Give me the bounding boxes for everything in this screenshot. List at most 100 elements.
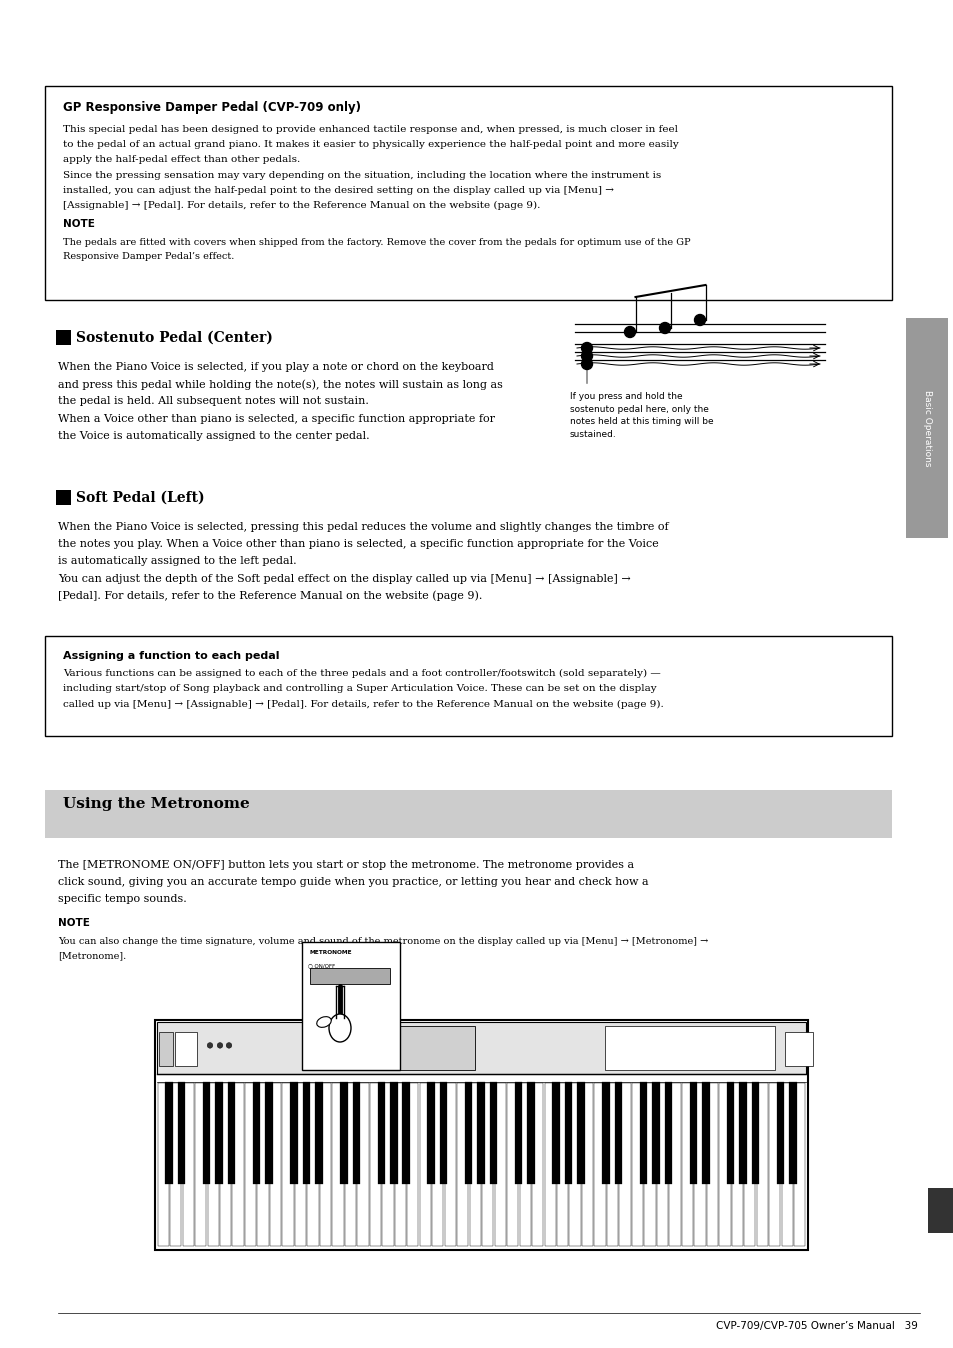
Bar xyxy=(290,1082,297,1184)
Text: If you press and hold the: If you press and hold the xyxy=(569,392,682,400)
Text: Soft Pedal (Left): Soft Pedal (Left) xyxy=(76,491,204,506)
Bar xyxy=(157,1082,169,1246)
Bar xyxy=(639,1082,646,1184)
Bar xyxy=(182,1082,193,1246)
Bar xyxy=(768,1082,780,1246)
Bar xyxy=(507,1082,517,1246)
Bar xyxy=(45,790,891,838)
Text: notes held at this timing will be: notes held at this timing will be xyxy=(569,417,713,426)
Bar xyxy=(257,1082,269,1246)
Bar xyxy=(464,1082,472,1184)
Ellipse shape xyxy=(316,1016,331,1027)
Text: Sostenuto Pedal (Center): Sostenuto Pedal (Center) xyxy=(76,332,273,345)
Bar xyxy=(743,1082,755,1246)
Bar xyxy=(353,1082,359,1184)
Text: sostenuto pedal here, only the: sostenuto pedal here, only the xyxy=(569,404,708,414)
Bar xyxy=(319,1082,331,1246)
Bar xyxy=(739,1082,746,1184)
Bar xyxy=(664,1082,671,1184)
Bar xyxy=(432,1082,443,1246)
Bar xyxy=(370,1082,380,1246)
Circle shape xyxy=(694,314,705,325)
Bar xyxy=(339,1082,347,1184)
Text: the Voice is automatically assigned to the center pedal.: the Voice is automatically assigned to t… xyxy=(58,431,369,441)
Bar xyxy=(159,1033,172,1066)
Bar xyxy=(494,1082,505,1246)
Circle shape xyxy=(581,359,592,369)
Bar xyxy=(194,1082,206,1246)
Bar xyxy=(307,1082,318,1246)
Text: You can also change the time signature, volume and sound of the metronome on the: You can also change the time signature, … xyxy=(58,937,707,946)
Bar xyxy=(154,1020,807,1250)
Bar xyxy=(489,1082,497,1184)
Bar xyxy=(377,1082,385,1184)
Bar xyxy=(701,1082,709,1184)
Text: including start/stop of Song playback and controlling a Super Articulation Voice: including start/stop of Song playback an… xyxy=(63,685,656,693)
Circle shape xyxy=(207,1042,213,1049)
Text: This special pedal has been designed to provide enhanced tactile response and, w: This special pedal has been designed to … xyxy=(63,125,678,133)
Bar xyxy=(681,1082,692,1246)
Bar xyxy=(788,1082,796,1184)
Circle shape xyxy=(581,342,592,353)
Bar xyxy=(552,1082,559,1184)
Bar xyxy=(601,1082,609,1184)
Bar xyxy=(215,1082,223,1184)
Bar xyxy=(604,1026,774,1070)
Bar xyxy=(294,1082,306,1246)
Bar xyxy=(45,86,891,301)
Circle shape xyxy=(659,322,670,333)
Bar xyxy=(332,1082,343,1246)
Bar xyxy=(476,1082,484,1184)
Bar xyxy=(726,1082,734,1184)
Bar xyxy=(302,1082,310,1184)
Text: [Pedal]. For details, refer to the Reference Manual on the website (page 9).: [Pedal]. For details, refer to the Refer… xyxy=(58,590,482,601)
Bar xyxy=(203,1082,210,1184)
Bar xyxy=(419,1082,431,1246)
Bar xyxy=(781,1082,792,1246)
Text: When the Piano Voice is selected, if you play a note or chord on the keyboard: When the Piano Voice is selected, if you… xyxy=(58,363,494,372)
Bar xyxy=(532,1082,543,1246)
Bar xyxy=(165,1082,172,1184)
Bar xyxy=(395,1082,406,1246)
Text: Assigning a function to each pedal: Assigning a function to each pedal xyxy=(63,651,279,661)
Bar xyxy=(657,1082,667,1246)
Text: Using the Metronome: Using the Metronome xyxy=(63,797,250,811)
Bar xyxy=(564,1082,572,1184)
Bar xyxy=(314,1082,322,1184)
Bar xyxy=(265,1082,273,1184)
Bar xyxy=(402,1082,410,1184)
Text: [Assignable] → [Pedal]. For details, refer to the Reference Manual on the websit: [Assignable] → [Pedal]. For details, ref… xyxy=(63,201,539,210)
Bar xyxy=(208,1082,218,1246)
Bar xyxy=(310,968,390,984)
Text: The [METRONOME ON/OFF] button lets you start or stop the metronome. The metronom: The [METRONOME ON/OFF] button lets you s… xyxy=(58,860,634,869)
Bar xyxy=(784,1033,812,1066)
Bar xyxy=(233,1082,244,1246)
Bar xyxy=(282,1082,294,1246)
Text: click sound, giving you an accurate tempo guide when you practice, or letting yo: click sound, giving you an accurate temp… xyxy=(58,878,648,887)
Bar xyxy=(793,1082,804,1246)
Text: called up via [Menu] → [Assignable] → [Pedal]. For details, refer to the Referen: called up via [Menu] → [Assignable] → [P… xyxy=(63,700,663,709)
Text: You can adjust the depth of the Soft pedal effect on the display called up via [: You can adjust the depth of the Soft ped… xyxy=(58,574,630,584)
Text: installed, you can adjust the half-pedal point to the desired setting on the dis: installed, you can adjust the half-pedal… xyxy=(63,186,614,195)
Bar xyxy=(643,1082,655,1246)
Circle shape xyxy=(624,326,635,337)
Bar xyxy=(220,1082,231,1246)
Bar xyxy=(469,1082,480,1246)
Bar xyxy=(614,1082,621,1184)
Bar xyxy=(45,636,891,736)
Bar xyxy=(652,1082,659,1184)
Bar xyxy=(357,1082,368,1246)
Bar xyxy=(407,1082,418,1246)
Bar xyxy=(618,1082,630,1246)
Text: Various functions can be assigned to each of the three pedals and a foot control: Various functions can be assigned to eac… xyxy=(63,669,660,678)
Text: sustained.: sustained. xyxy=(569,430,616,438)
Bar xyxy=(456,1082,468,1246)
Bar xyxy=(375,1026,475,1070)
Bar xyxy=(515,1082,521,1184)
Text: Since the pressing sensation may vary depending on the situation, including the : Since the pressing sensation may vary de… xyxy=(63,171,660,179)
Bar xyxy=(56,491,71,506)
Bar xyxy=(174,1033,196,1066)
Bar xyxy=(390,1082,397,1184)
Text: The pedals are fitted with covers when shipped from the factory. Remove the cove: The pedals are fitted with covers when s… xyxy=(63,237,690,247)
Text: apply the half-pedal effect than other pedals.: apply the half-pedal effect than other p… xyxy=(63,155,300,164)
